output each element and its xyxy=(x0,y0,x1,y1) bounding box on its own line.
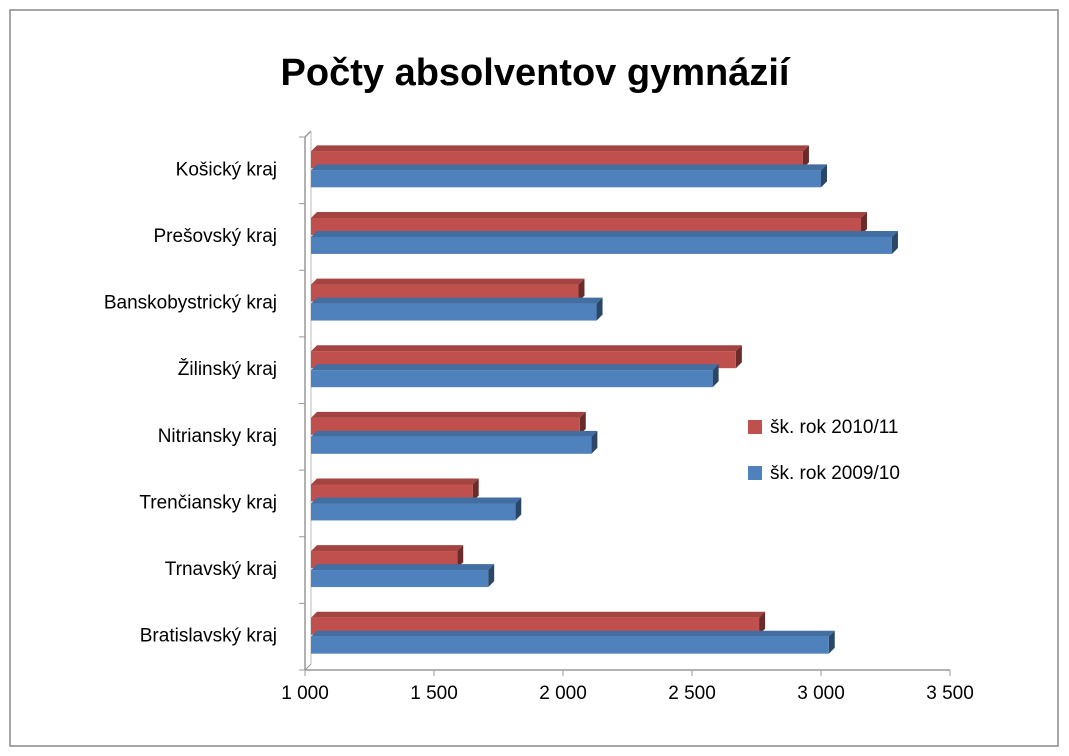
bar-side xyxy=(821,164,827,188)
bar-side xyxy=(891,230,898,254)
bar-top xyxy=(311,345,742,352)
x-tick-label: 2 500 xyxy=(668,683,716,704)
bar-side xyxy=(578,278,585,302)
bar-side xyxy=(860,211,867,235)
bar-top xyxy=(311,497,522,504)
bar-top xyxy=(311,564,495,571)
bar xyxy=(311,436,592,454)
bar-top xyxy=(311,411,586,418)
bar xyxy=(311,551,458,569)
bar xyxy=(311,417,580,435)
bar-top xyxy=(311,211,867,218)
bar-top xyxy=(311,478,479,485)
bar xyxy=(311,151,803,169)
bar-side xyxy=(591,430,598,454)
bar-top xyxy=(311,430,598,437)
y-tick-label: Banskobystrický kraj xyxy=(104,293,277,314)
bar-side xyxy=(828,630,835,654)
bar xyxy=(311,617,760,635)
bar xyxy=(311,303,597,321)
bar-top xyxy=(311,630,835,637)
bar xyxy=(311,351,736,369)
y-tick-label: Prešovský kraj xyxy=(153,226,277,247)
x-tick-label: 3 500 xyxy=(926,683,974,704)
x-tick-label: 3 000 xyxy=(797,683,845,704)
bar xyxy=(311,284,579,302)
bar-side xyxy=(488,564,495,588)
legend-swatch xyxy=(748,466,762,480)
bar xyxy=(311,636,829,654)
legend-label: šk. rok 2009/10 xyxy=(770,463,900,484)
bar xyxy=(311,503,516,521)
x-tick-label: 1 000 xyxy=(281,683,329,704)
bar-top xyxy=(311,230,898,237)
bar-top xyxy=(311,164,827,171)
x-tick-label: 2 000 xyxy=(539,683,587,704)
bar-side xyxy=(579,411,586,435)
bar xyxy=(311,484,473,502)
bar-side xyxy=(596,297,603,321)
legend-label: šk. rok 2010/11 xyxy=(770,417,899,438)
bar-top xyxy=(311,611,766,618)
bar-top xyxy=(311,297,603,304)
y-tick-label: Žilinský kraj xyxy=(178,358,277,380)
bar xyxy=(311,570,489,588)
bar xyxy=(311,217,861,235)
bar-side xyxy=(472,478,479,502)
bar-side xyxy=(515,497,522,521)
bar-top xyxy=(311,145,809,152)
bar-top xyxy=(311,278,585,285)
y-tick-label: Bratislavský kraj xyxy=(140,626,277,647)
legend-swatch xyxy=(748,420,762,434)
bar xyxy=(311,236,892,254)
bar-side xyxy=(712,364,719,388)
y-tick-label: Trenčiansky kraj xyxy=(139,492,277,513)
x-tick-label: 1 500 xyxy=(410,683,458,704)
x-axis-wall xyxy=(304,663,312,671)
bar-side xyxy=(457,545,464,569)
y-tick-label: Nitriansky kraj xyxy=(158,426,277,447)
bar-top xyxy=(311,364,719,371)
bar-side xyxy=(735,345,742,369)
bar xyxy=(311,170,821,188)
bar-side xyxy=(802,145,809,169)
bar xyxy=(311,370,713,388)
y-tick-label: Trnavský kraj xyxy=(165,559,277,580)
bar-top xyxy=(311,545,464,552)
chart-title: Počty absolventov gymnázií xyxy=(281,52,791,94)
y-tick-label: Košický kraj xyxy=(176,159,277,180)
bar-side xyxy=(759,611,766,635)
